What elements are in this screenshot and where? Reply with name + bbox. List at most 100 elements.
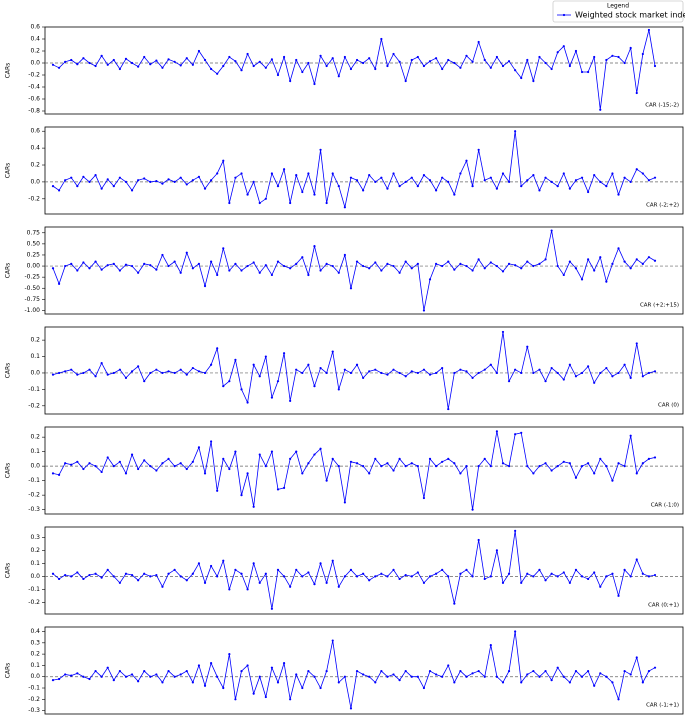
data-point: [191, 63, 194, 66]
data-point: [185, 57, 188, 60]
data-point: [173, 465, 176, 468]
y-tick-label: 0.0: [30, 178, 40, 185]
data-point: [70, 463, 73, 466]
data-point: [587, 577, 590, 581]
data-point: [471, 269, 474, 272]
data-point: [465, 264, 468, 268]
data-point: [143, 572, 146, 575]
data-point: [574, 267, 578, 270]
panel: -0.2 -0.1 0.0 0.1 0.2 CARs CAR (0): [5, 326, 684, 415]
data-point: [82, 577, 85, 581]
data-point: [264, 355, 267, 358]
data-point: [489, 465, 492, 468]
data-point: [307, 669, 310, 673]
data-point: [203, 284, 207, 288]
data-point: [532, 174, 535, 177]
data-point: [337, 465, 340, 468]
data-point: [495, 549, 498, 552]
data-point: [276, 185, 280, 188]
data-point: [349, 67, 353, 71]
data-point: [197, 446, 201, 449]
y-tick-label: -0.1: [28, 386, 40, 393]
data-point: [82, 175, 85, 178]
data-point: [149, 180, 152, 184]
data-point: [374, 681, 377, 684]
data-point: [173, 180, 176, 184]
data-point: [593, 381, 596, 384]
data-point: [574, 375, 578, 378]
data-point: [532, 264, 535, 268]
panel: -0.8 -0.6 -0.4 -0.2 0.0 0.2 0.4 0.6 CARs CAR (-15…: [5, 24, 684, 115]
data-point: [88, 267, 91, 270]
data-point: [252, 261, 255, 264]
data-point: [647, 457, 651, 460]
data-point: [544, 669, 547, 673]
data-point: [130, 573, 134, 577]
data-point: [641, 572, 644, 575]
data-point: [234, 450, 237, 453]
data-point: [70, 674, 73, 677]
data-point: [629, 46, 632, 50]
data-point: [143, 55, 146, 59]
data-point: [337, 388, 340, 391]
data-point: [210, 363, 213, 366]
data-point: [483, 58, 486, 62]
data-point: [337, 185, 340, 188]
panel-annotation: CAR (-15;-2): [645, 103, 679, 109]
data-point: [362, 673, 365, 676]
data-point: [94, 64, 97, 68]
data-point: [538, 262, 541, 265]
data-point: [465, 568, 468, 571]
data-point: [368, 174, 371, 177]
data-point: [514, 264, 517, 267]
data-point: [526, 465, 529, 468]
data-point: [70, 575, 73, 578]
y-tick-label: -0.75: [24, 296, 40, 303]
y-tick-label: 0.1: [30, 353, 40, 360]
data-point: [282, 575, 286, 578]
data-point: [380, 572, 383, 575]
data-point: [532, 79, 535, 83]
data-point: [289, 201, 292, 205]
data-point: [222, 247, 225, 250]
data-point: [88, 180, 91, 184]
data-point: [453, 462, 456, 465]
data-point: [374, 261, 377, 264]
data-point: [635, 558, 638, 561]
data-point: [222, 64, 225, 68]
y-tick-label: 0.2: [30, 434, 40, 441]
data-point: [143, 459, 146, 462]
panel: -0.2 -0.1 0.0 0.1 0.2 0.3 CARs CAR (0;+1): [5, 526, 684, 615]
data-point: [313, 193, 316, 196]
data-point: [368, 267, 371, 270]
data-point: [124, 572, 128, 575]
data-point: [331, 457, 334, 460]
y-tick-label: -0.50: [24, 285, 40, 292]
data-point: [392, 264, 395, 268]
data-point: [514, 368, 517, 371]
y-axis-label: CARs: [5, 363, 12, 379]
data-line: [52, 131, 656, 208]
data-point: [562, 172, 565, 175]
data-point: [94, 375, 97, 378]
data-point: [428, 60, 432, 63]
data-point: [410, 58, 413, 62]
data-point: [362, 572, 365, 575]
data-point: [161, 462, 164, 465]
data-point: [252, 180, 255, 184]
data-point: [240, 494, 243, 497]
data-point: [587, 462, 590, 465]
data-point: [124, 263, 128, 266]
data-point: [246, 472, 249, 475]
data-point: [319, 148, 322, 151]
data-point: [599, 108, 602, 111]
data-point: [544, 462, 547, 465]
data-point: [507, 669, 511, 673]
data-point: [228, 653, 231, 656]
data-point: [374, 368, 377, 371]
data-point: [124, 472, 128, 475]
data-point: [137, 65, 140, 68]
data-point: [64, 264, 67, 268]
data-line: [52, 230, 656, 311]
legend-title: Legend: [607, 3, 629, 10]
